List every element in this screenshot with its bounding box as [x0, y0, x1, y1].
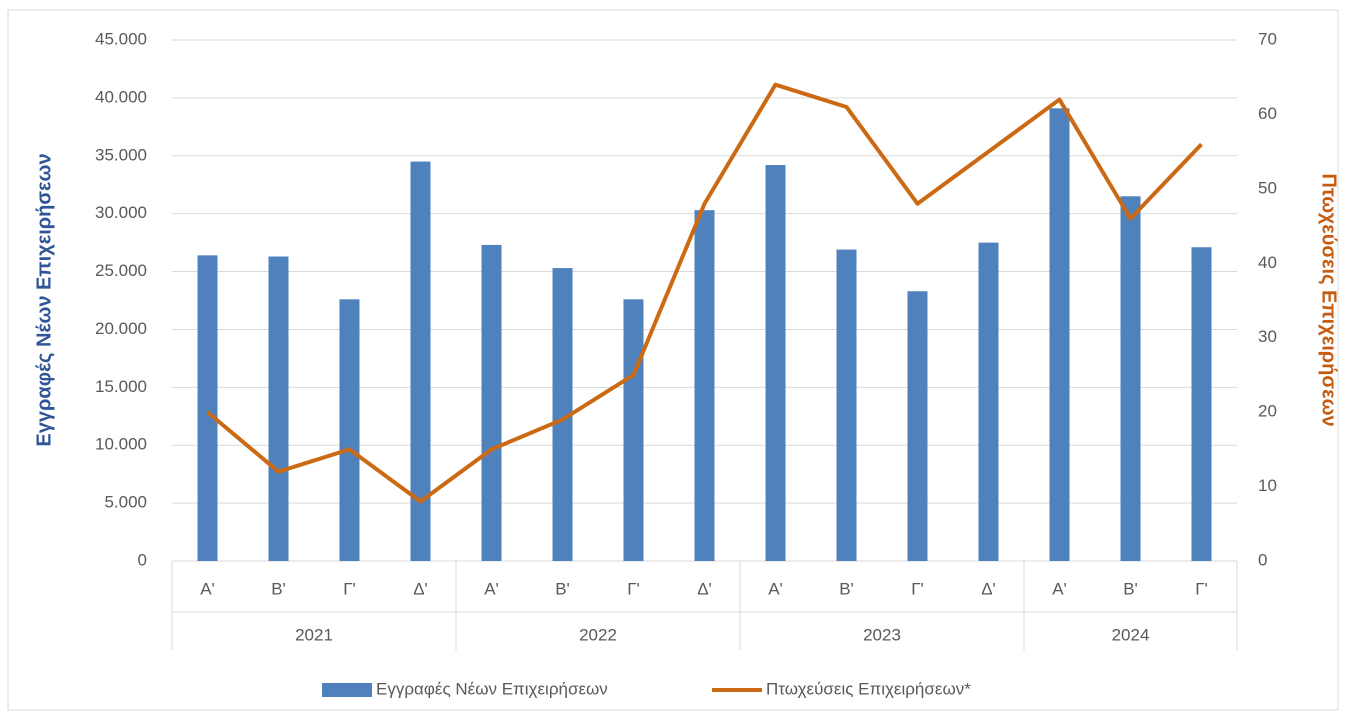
x-tick-label: Α': [484, 579, 499, 598]
x-tick-label: Δ': [413, 579, 428, 598]
x-tick-label: Β': [271, 579, 286, 598]
y2-tick-label: 30: [1258, 327, 1277, 346]
legend-swatch: [322, 683, 372, 697]
x-tick-label: Α': [768, 579, 783, 598]
y-tick-label: 40.000: [95, 87, 147, 106]
bar: [1049, 108, 1070, 561]
bar: [268, 256, 289, 561]
group-label: 2024: [1112, 625, 1150, 644]
group-label: 2021: [295, 625, 333, 644]
y2-tick-label: 20: [1258, 402, 1277, 421]
y-tick-label: 10.000: [95, 435, 147, 454]
bar: [410, 161, 431, 562]
bar: [1120, 196, 1141, 562]
y-tick-label: 45.000: [95, 29, 147, 48]
bar: [694, 210, 715, 561]
y-tick-label: 30.000: [95, 203, 147, 222]
x-tick-label: Β': [555, 579, 570, 598]
y-tick-label: 25.000: [95, 261, 147, 280]
x-tick-label: Γ': [627, 579, 640, 598]
bar: [1191, 247, 1212, 561]
x-tick-label: Β': [839, 579, 854, 598]
y2-tick-label: 70: [1258, 29, 1277, 48]
chart-frame: [7, 9, 1339, 711]
x-tick-label: Α': [1052, 579, 1067, 598]
y-tick-label: 15.000: [95, 377, 147, 396]
group-label: 2022: [579, 625, 617, 644]
y2-tick-label: 0: [1258, 550, 1267, 569]
x-tick-label: Γ': [343, 579, 356, 598]
x-tick-label: Β': [1123, 579, 1138, 598]
group-label: 2023: [863, 625, 901, 644]
legend-label: Πτωχεύσεις Επιχειρήσεων*: [766, 679, 971, 698]
x-tick-label: Δ': [697, 579, 712, 598]
legend-label: Εγγραφές Νέων Επιχειρήσεων: [376, 679, 608, 698]
y-tick-label: 35.000: [95, 145, 147, 164]
x-tick-label: Α': [200, 579, 215, 598]
bar: [907, 291, 928, 561]
x-tick-label: Γ': [911, 579, 924, 598]
bar: [481, 244, 502, 561]
bar: [978, 242, 999, 561]
y-tick-label: 20.000: [95, 319, 147, 338]
y2-tick-label: 60: [1258, 104, 1277, 123]
y-tick-label: 0: [138, 550, 147, 569]
line: [206, 82, 1203, 504]
y2-tick-label: 50: [1258, 178, 1277, 197]
y-tick-label: 5.000: [104, 493, 147, 512]
bar: [339, 299, 360, 561]
y-axis-title: Εγγραφές Νέων Επιχειρήσεων: [33, 153, 55, 446]
x-tick-label: Δ': [981, 579, 996, 598]
x-tick-label: Γ': [1195, 579, 1208, 598]
y2-axis-title: Πτωχεύσεις Επιχειρήσεων: [1318, 173, 1340, 426]
bar: [197, 255, 218, 561]
y2-tick-label: 40: [1258, 253, 1277, 272]
bar: [836, 249, 857, 561]
y2-tick-label: 10: [1258, 476, 1277, 495]
bar: [623, 299, 644, 561]
bar: [552, 268, 573, 561]
bar: [765, 165, 786, 562]
